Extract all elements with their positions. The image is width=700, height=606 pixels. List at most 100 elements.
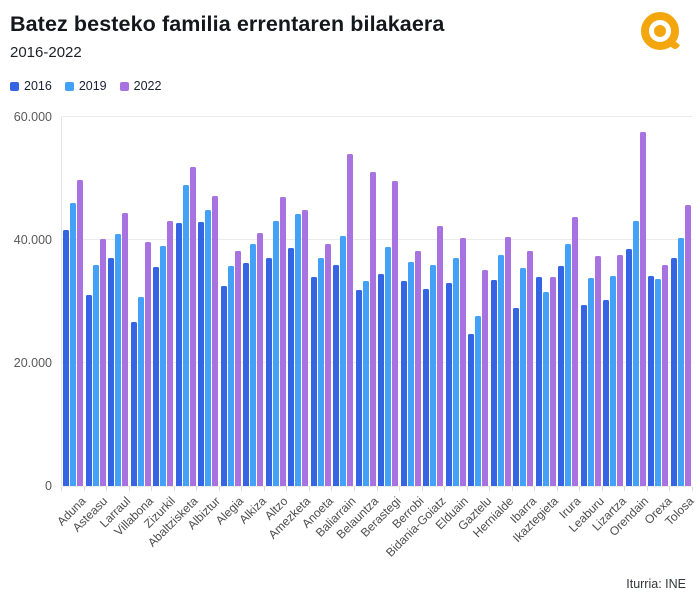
bar-group-Elduain [445, 117, 468, 486]
bar-Altzo-2016[interactable] [265, 257, 272, 486]
bar-Bidania-Goiatz-2022[interactable] [437, 226, 444, 486]
bar-Irura-2022[interactable] [572, 217, 579, 486]
bar-Asteasu-2019[interactable] [92, 265, 99, 486]
bar-Villabona-2016[interactable] [130, 321, 137, 486]
bar-Larraul-2016[interactable] [108, 258, 115, 486]
bar-Berrobi-2022[interactable] [414, 251, 421, 486]
y-tick-label: 0 [45, 479, 52, 493]
bar-Hernialde-2019[interactable] [497, 255, 504, 486]
bar-Leaburu-2016[interactable] [580, 305, 587, 486]
bar-Asteasu-2022[interactable] [99, 238, 106, 486]
bar-Amezketa-2022[interactable] [302, 209, 309, 486]
bar-Ibarra-2022[interactable] [527, 251, 534, 486]
bar-group-Belauntza [355, 117, 378, 486]
bar-Berastegi-2016[interactable] [378, 273, 385, 486]
bar-Orexa-2016[interactable] [648, 275, 655, 486]
bar-Elduain-2022[interactable] [459, 238, 466, 486]
bar-Gaztelu-2019[interactable] [475, 316, 482, 486]
bar-Villabona-2022[interactable] [144, 242, 151, 486]
bar-Irura-2019[interactable] [565, 244, 572, 486]
bar-Anoeta-2016[interactable] [310, 276, 317, 486]
bar-Aduna-2016[interactable] [63, 230, 70, 486]
legend-item-2019[interactable]: 2019 [64, 79, 107, 93]
bar-Berrobi-2016[interactable] [400, 281, 407, 486]
bars-layer [62, 117, 692, 486]
chart-subtitle: 2016-2022 [10, 44, 82, 61]
bar-Alkiza-2022[interactable] [257, 232, 264, 486]
bar-Villabona-2019[interactable] [137, 297, 144, 486]
bar-Baliarrain-2019[interactable] [340, 236, 347, 486]
bar-Aduna-2022[interactable] [77, 180, 84, 486]
bar-Alegia-2022[interactable] [234, 251, 241, 486]
bar-Orexa-2022[interactable] [662, 265, 669, 486]
bar-Orexa-2019[interactable] [655, 278, 662, 486]
bar-Albiztur-2022[interactable] [212, 196, 219, 486]
ataria-logo-icon[interactable] [641, 12, 681, 52]
bar-Bidania-Goiatz-2016[interactable] [423, 289, 430, 486]
bar-Berrobi-2019[interactable] [407, 262, 414, 486]
bar-Gaztelu-2016[interactable] [468, 334, 475, 486]
bar-Lizartza-2019[interactable] [610, 275, 617, 486]
bar-group-Aduna [62, 117, 85, 486]
bar-Ibarra-2019[interactable] [520, 268, 527, 486]
bar-group-Altzo [265, 117, 288, 486]
legend-item-2016[interactable]: 2016 [10, 79, 52, 93]
bar-Leaburu-2019[interactable] [587, 277, 594, 486]
bar-Lizartza-2016[interactable] [603, 300, 610, 486]
bar-Albiztur-2016[interactable] [198, 222, 205, 486]
bar-Zizurkil-2022[interactable] [167, 220, 174, 486]
bar-Tolosa-2022[interactable] [684, 204, 691, 486]
bar-Belauntza-2019[interactable] [362, 280, 369, 486]
bar-Larraul-2019[interactable] [115, 233, 122, 486]
bar-Amezketa-2019[interactable] [295, 214, 302, 486]
bar-Ibarra-2016[interactable] [513, 308, 520, 486]
bar-Alegia-2016[interactable] [220, 285, 227, 486]
bar-Zizurkil-2016[interactable] [153, 267, 160, 486]
bar-group-Berastegi [377, 117, 400, 486]
bar-Belauntza-2022[interactable] [369, 171, 376, 486]
bar-Elduain-2016[interactable] [445, 283, 452, 486]
bar-group-Gaztelu [467, 117, 490, 486]
bar-Ikaztegieta-2022[interactable] [549, 276, 556, 486]
bar-Alkiza-2016[interactable] [243, 262, 250, 486]
bar-Abaltzisketa-2022[interactable] [189, 166, 196, 486]
bar-Albiztur-2019[interactable] [205, 209, 212, 486]
bar-Belauntza-2016[interactable] [355, 290, 362, 486]
bar-Aduna-2019[interactable] [70, 203, 77, 486]
bar-Bidania-Goiatz-2019[interactable] [430, 265, 437, 486]
bar-group-Orendain [625, 117, 648, 486]
bar-Anoeta-2019[interactable] [317, 258, 324, 486]
bar-Berastegi-2019[interactable] [385, 246, 392, 486]
legend-item-2022[interactable]: 2022 [119, 79, 161, 93]
bar-Baliarrain-2016[interactable] [333, 264, 340, 486]
bar-Hernialde-2022[interactable] [504, 236, 511, 486]
bar-Alegia-2019[interactable] [227, 266, 234, 486]
bar-Zizurkil-2019[interactable] [160, 246, 167, 486]
bar-Asteasu-2016[interactable] [85, 294, 92, 486]
bar-Ikaztegieta-2019[interactable] [542, 292, 549, 486]
bar-Altzo-2022[interactable] [279, 196, 286, 486]
x-tick-label-Villabona: Villabona [111, 494, 156, 539]
bar-Hernialde-2016[interactable] [490, 279, 497, 486]
bar-Lizartza-2022[interactable] [617, 255, 624, 486]
bar-Baliarrain-2022[interactable] [347, 153, 354, 486]
bar-Amezketa-2016[interactable] [288, 248, 295, 486]
bar-Tolosa-2019[interactable] [677, 238, 684, 486]
bar-Berastegi-2022[interactable] [392, 180, 399, 486]
bar-Gaztelu-2022[interactable] [482, 270, 489, 486]
bar-Leaburu-2022[interactable] [594, 256, 601, 486]
bar-Altzo-2019[interactable] [272, 220, 279, 486]
bar-Alkiza-2019[interactable] [250, 244, 257, 486]
bar-Larraul-2022[interactable] [122, 212, 129, 486]
bar-Abaltzisketa-2019[interactable] [182, 184, 189, 486]
bar-Ikaztegieta-2016[interactable] [535, 276, 542, 486]
bar-Irura-2016[interactable] [558, 266, 565, 486]
bar-Anoeta-2022[interactable] [324, 243, 331, 486]
logo-dot-icon [654, 25, 666, 37]
bar-Orendain-2019[interactable] [632, 220, 639, 486]
bar-Orendain-2016[interactable] [625, 248, 632, 486]
bar-Abaltzisketa-2016[interactable] [175, 223, 182, 486]
bar-Tolosa-2016[interactable] [670, 257, 677, 486]
bar-Elduain-2019[interactable] [452, 258, 459, 486]
bar-Orendain-2022[interactable] [639, 132, 646, 486]
